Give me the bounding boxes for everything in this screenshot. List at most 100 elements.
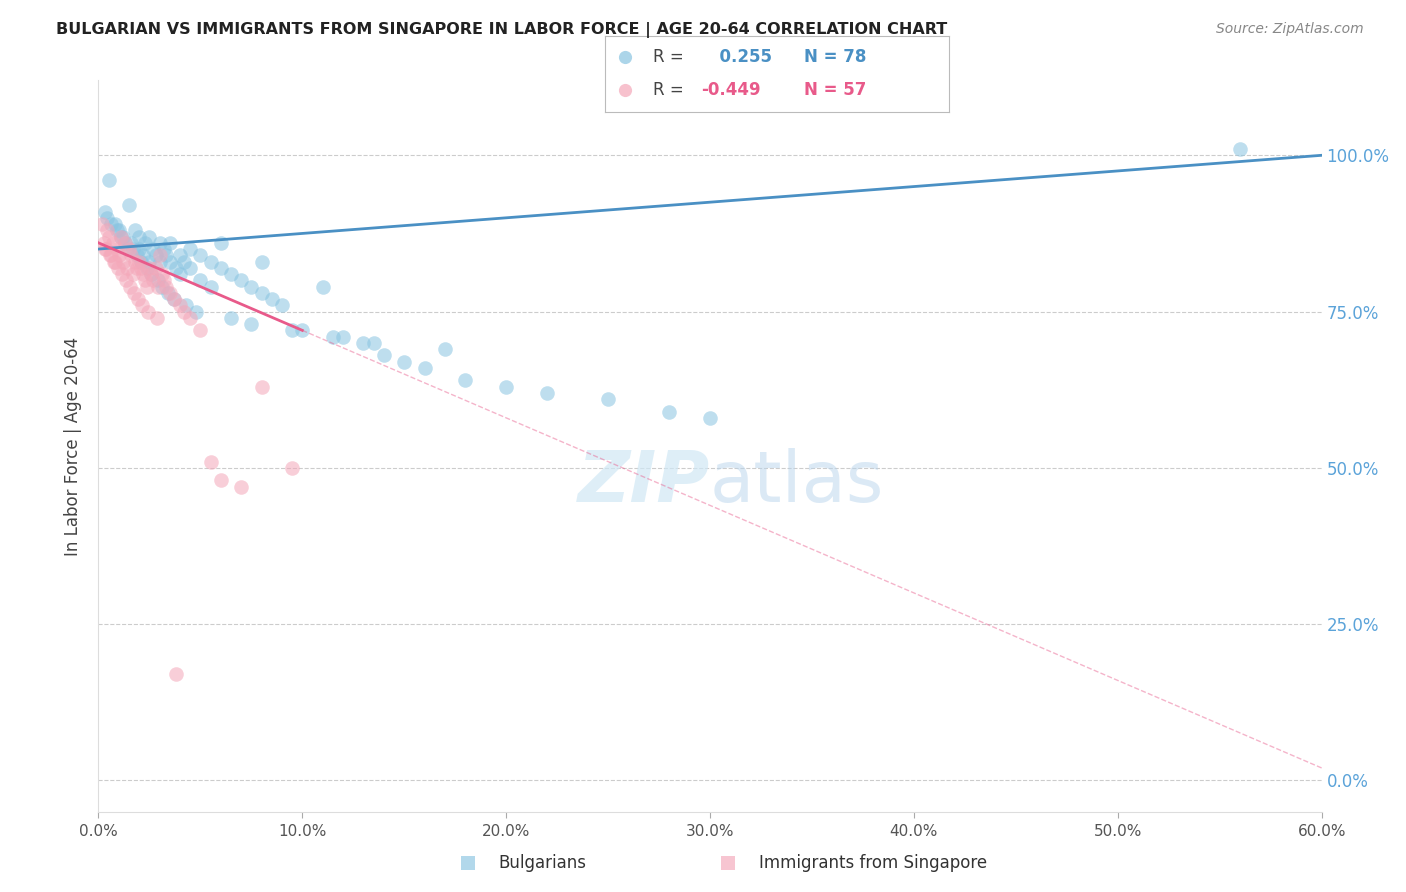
Point [100,217,122,231]
Point [107,260,129,275]
Text: Immigrants from Singapore: Immigrants from Singapore [759,854,987,872]
Point [111,267,134,281]
Point [231,480,253,494]
Point [150,267,173,281]
Point [101,235,124,250]
Point [312,279,335,293]
Point [159,235,181,250]
Point [134,273,156,287]
Point [141,267,163,281]
Point [699,410,721,425]
Point [169,267,191,281]
Point [128,229,150,244]
Point [100,248,122,262]
Point [155,248,177,262]
Point [110,229,132,244]
Point [124,223,146,237]
Point [250,379,273,393]
Point [260,292,283,306]
Text: Bulgarians: Bulgarians [499,854,586,872]
Point [129,260,152,275]
Text: ZIP: ZIP [578,448,710,517]
Point [250,285,273,300]
Point [108,223,131,237]
Point [138,260,160,275]
Point [122,267,145,281]
Point [155,279,177,293]
Point [188,248,212,262]
Point [149,235,172,250]
Point [146,273,169,287]
Point [122,285,145,300]
Text: atlas: atlas [710,448,884,517]
Point [146,279,169,293]
Point [281,461,304,475]
Point [322,329,344,343]
Text: -0.449: -0.449 [702,81,761,99]
Point [240,279,263,293]
Point [219,310,242,325]
Text: Source: ZipAtlas.com: Source: ZipAtlas.com [1216,22,1364,37]
Point [209,235,232,250]
Point [96,211,118,225]
Point [179,310,201,325]
Point [156,285,179,300]
Point [128,242,150,256]
Point [114,235,136,250]
Point [332,329,354,343]
Point [93,242,115,256]
Point [104,217,127,231]
Text: N = 57: N = 57 [804,81,866,99]
Point [179,242,201,256]
Point [142,242,165,256]
Point [104,254,127,268]
Point [392,354,416,368]
Point [149,254,172,268]
Point [142,273,165,287]
Point [495,379,517,393]
Point [169,248,191,262]
Point [94,242,117,256]
Text: R =: R = [652,48,683,66]
Point [91,217,114,231]
Point [110,229,132,244]
Point [174,298,197,312]
Point [145,248,167,262]
Point [138,254,160,268]
Point [231,273,253,287]
Point [188,273,212,287]
Point [111,254,134,268]
Point [145,310,167,325]
Text: N = 78: N = 78 [804,48,866,66]
Point [165,667,187,681]
Point [141,267,163,281]
Point [152,273,174,287]
Point [240,317,263,331]
Point [373,348,395,362]
Text: R =: R = [652,81,683,99]
Point [115,273,138,287]
Point [132,267,155,281]
Point [281,323,304,337]
Point [1229,142,1251,156]
Point [363,335,385,350]
Point [186,304,208,318]
Point [105,242,128,256]
Point [128,254,150,268]
Point [111,229,134,244]
Point [114,235,136,250]
Point [219,267,242,281]
Point [124,254,146,268]
Point [118,279,141,293]
Point [173,304,195,318]
Point [163,292,186,306]
Point [129,254,152,268]
Point [115,260,138,275]
Text: BULGARIAN VS IMMIGRANTS FROM SINGAPORE IN LABOR FORCE | AGE 20-64 CORRELATION CH: BULGARIAN VS IMMIGRANTS FROM SINGAPORE I… [56,22,948,38]
Point [433,342,456,356]
Point [136,260,159,275]
Point [209,260,232,275]
Point [122,242,145,256]
Point [717,856,740,871]
Point [169,298,191,312]
